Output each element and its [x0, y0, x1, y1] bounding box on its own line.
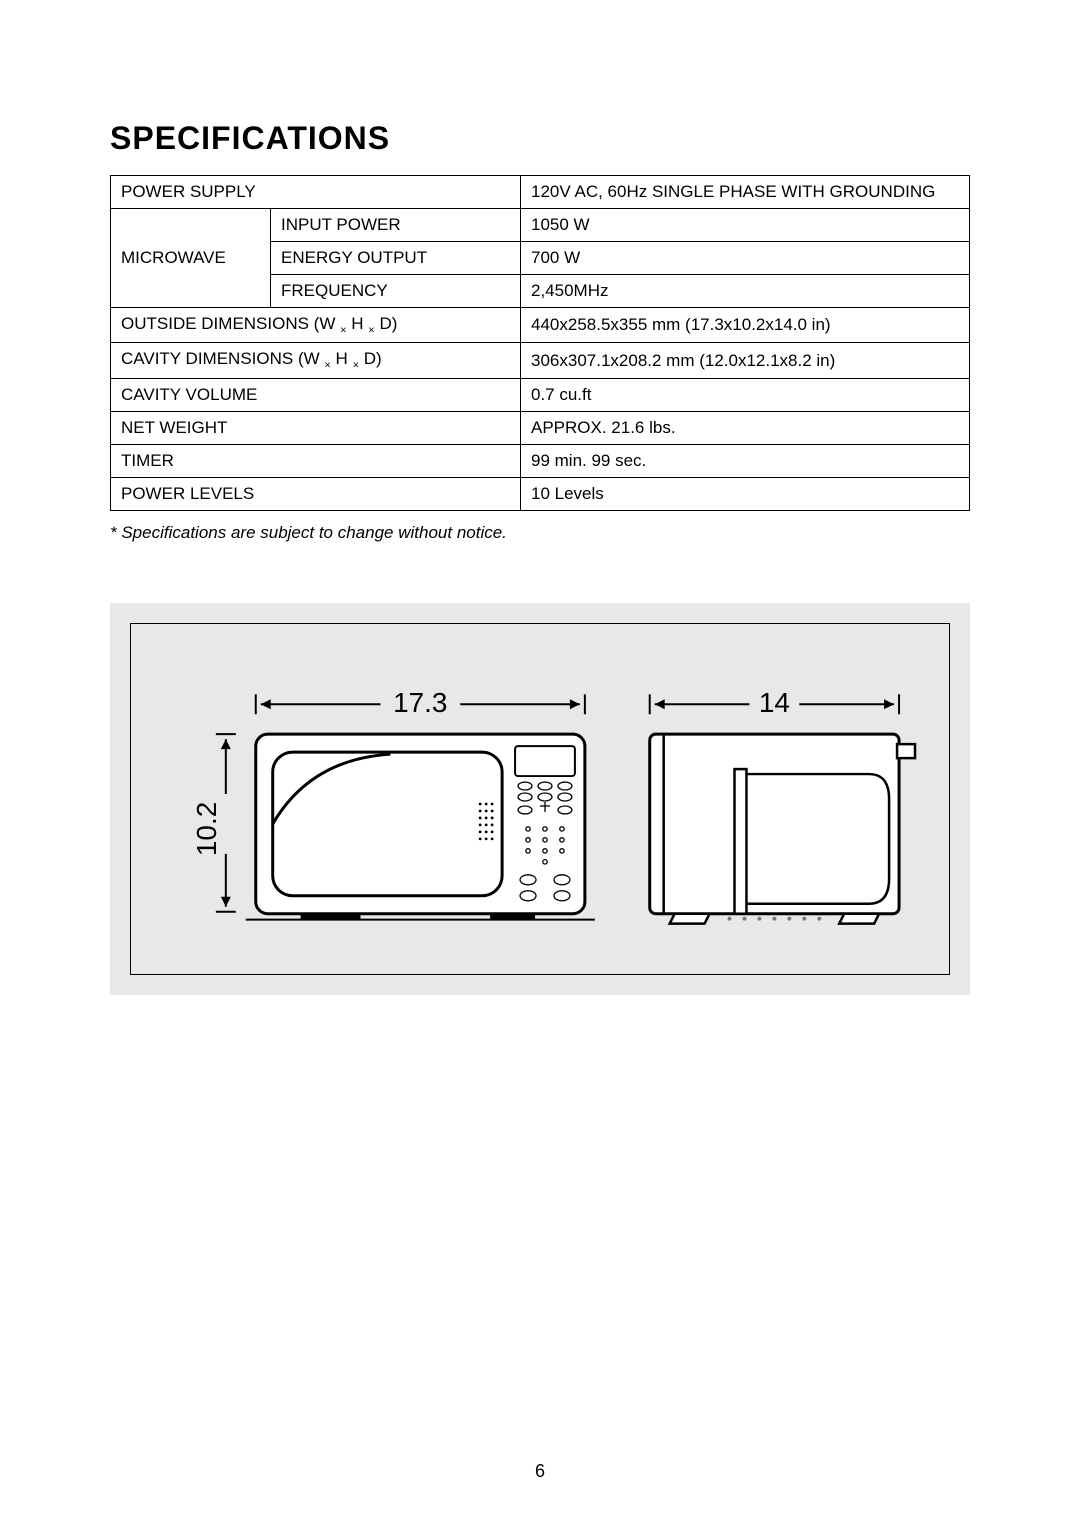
spec-value: 2,450MHz	[521, 275, 970, 308]
table-row: CAVITY VOLUME 0.7 cu.ft	[111, 378, 970, 411]
width-label: 17.3	[393, 687, 447, 718]
spec-label: POWER LEVELS	[111, 477, 521, 510]
table-row: CAVITY DIMENSIONS (W × H × D) 306x307.1x…	[111, 343, 970, 378]
spec-table: POWER SUPPLY 120V AC, 60Hz SINGLE PHASE …	[110, 175, 970, 511]
spec-sublabel: INPUT POWER	[271, 209, 521, 242]
spec-value: 120V AC, 60Hz SINGLE PHASE WITH GROUNDIN…	[521, 176, 970, 209]
table-row: POWER LEVELS 10 Levels	[111, 477, 970, 510]
spec-value: APPROX. 21.6 lbs.	[521, 411, 970, 444]
spec-value: 99 min. 99 sec.	[521, 444, 970, 477]
dimension-diagram: 17.3 10.2	[110, 603, 970, 995]
spec-label: CAVITY VOLUME	[111, 378, 521, 411]
spec-sublabel: FREQUENCY	[271, 275, 521, 308]
height-label: 10.2	[191, 802, 222, 856]
table-row: NET WEIGHT APPROX. 21.6 lbs.	[111, 411, 970, 444]
spec-value: 306x307.1x208.2 mm (12.0x12.1x8.2 in)	[521, 343, 970, 378]
page-number: 6	[0, 1461, 1080, 1482]
table-row: MICROWAVE INPUT POWER 1050 W	[111, 209, 970, 242]
spec-label: CAVITY DIMENSIONS (W × H × D)	[111, 343, 521, 378]
spec-label: POWER SUPPLY	[111, 176, 521, 209]
depth-label: 14	[759, 687, 790, 718]
spec-label: OUTSIDE DIMENSIONS (W × H × D)	[111, 308, 521, 343]
front-view: 17.3 10.2	[191, 687, 595, 919]
side-view: 14	[650, 687, 915, 923]
diagram-svg: 17.3 10.2	[161, 654, 919, 944]
page-title: SPECIFICATIONS	[110, 120, 970, 157]
spec-sublabel: ENERGY OUTPUT	[271, 242, 521, 275]
spec-label: NET WEIGHT	[111, 411, 521, 444]
spec-value: 700 W	[521, 242, 970, 275]
spec-value: 0.7 cu.ft	[521, 378, 970, 411]
table-row: POWER SUPPLY 120V AC, 60Hz SINGLE PHASE …	[111, 176, 970, 209]
spec-group-label: MICROWAVE	[111, 209, 271, 308]
table-row: TIMER 99 min. 99 sec.	[111, 444, 970, 477]
spec-note: * Specifications are subject to change w…	[110, 523, 970, 543]
diagram-frame: 17.3 10.2	[130, 623, 950, 975]
spec-value: 10 Levels	[521, 477, 970, 510]
spec-label: TIMER	[111, 444, 521, 477]
table-row: OUTSIDE DIMENSIONS (W × H × D) 440x258.5…	[111, 308, 970, 343]
spec-value: 1050 W	[521, 209, 970, 242]
spec-value: 440x258.5x355 mm (17.3x10.2x14.0 in)	[521, 308, 970, 343]
